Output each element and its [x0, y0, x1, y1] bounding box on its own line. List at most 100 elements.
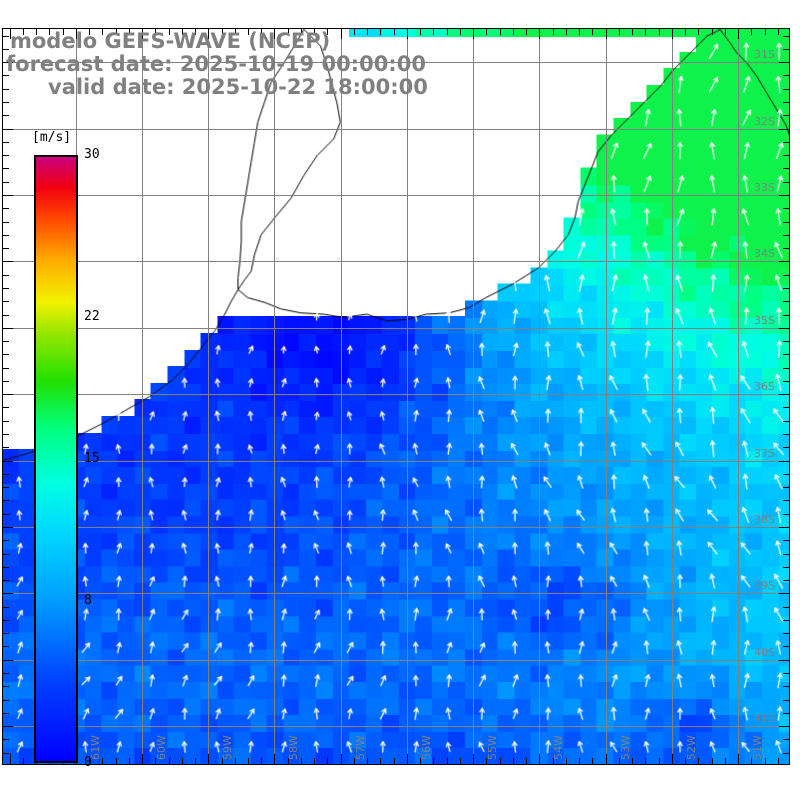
tick-top	[645, 29, 646, 35]
lat-label-35S: 35S	[754, 313, 775, 327]
tick-top	[619, 29, 620, 35]
tick-bottom	[367, 758, 368, 764]
tick-left	[3, 168, 9, 169]
tick-bottom	[407, 754, 408, 764]
map-plot-area[interactable]: 31S 32S 33S 34S 35S 36S 37S 38S 39S 40S 41S 61W 60W 5…	[2, 28, 790, 765]
tick-left	[3, 75, 9, 76]
tick-left	[3, 248, 9, 249]
tick-right	[783, 514, 789, 515]
tick-left	[3, 36, 9, 37]
tick-bottom	[685, 758, 686, 764]
tick-right	[783, 354, 789, 355]
tick-top	[778, 29, 779, 35]
tick-right	[783, 208, 789, 209]
lat-label-40S: 40S	[754, 645, 775, 659]
tick-right	[779, 461, 789, 462]
tick-right	[783, 487, 789, 488]
lon-label-53W: 53W	[618, 735, 632, 760]
tick-bottom	[314, 758, 315, 764]
tick-left	[3, 500, 9, 501]
tick-left	[3, 434, 9, 435]
tick-left	[3, 49, 9, 50]
tick-top	[526, 29, 527, 35]
tick-left	[3, 487, 9, 488]
tick-bottom	[420, 758, 421, 764]
colorbar-tick-0: 0	[84, 755, 92, 770]
tick-left	[3, 713, 9, 714]
tick-bottom	[182, 758, 183, 764]
tick-left	[3, 301, 9, 302]
tick-bottom	[765, 758, 766, 764]
tick-right	[783, 447, 789, 448]
lon-label-52W: 52W	[684, 735, 698, 760]
tick-bottom	[235, 758, 236, 764]
gridline-lat-36S	[3, 394, 789, 395]
tick-right	[783, 248, 789, 249]
tick-left	[3, 514, 9, 515]
lon-label-54W: 54W	[552, 735, 566, 760]
gridline-lat-41S	[3, 726, 789, 727]
tick-right	[783, 341, 789, 342]
tick-bottom	[447, 758, 448, 764]
tick-top	[566, 29, 567, 35]
tick-top	[169, 29, 170, 35]
tick-top	[261, 29, 262, 35]
colorbar-tick-15: 15	[84, 451, 100, 466]
tick-top	[36, 29, 37, 35]
tick-right	[783, 301, 789, 302]
tick-left	[3, 673, 9, 674]
tick-bottom	[327, 758, 328, 764]
colorbar-tick-30: 30	[84, 147, 100, 162]
tick-bottom	[274, 754, 275, 764]
tick-right	[783, 620, 789, 621]
tick-bottom	[632, 758, 633, 764]
colorbar-gradient-fill	[36, 157, 76, 761]
tick-bottom	[155, 758, 156, 764]
tick-bottom	[592, 758, 593, 764]
tick-bottom	[698, 758, 699, 764]
tick-top	[116, 29, 117, 35]
lon-label-58W: 58W	[287, 735, 301, 760]
tick-top	[380, 29, 381, 35]
tick-left	[3, 354, 9, 355]
tick-right	[783, 700, 789, 701]
tick-bottom	[738, 754, 739, 764]
tick-top	[473, 29, 474, 39]
tick-right	[783, 646, 789, 647]
tick-bottom	[195, 758, 196, 764]
tick-bottom	[500, 758, 501, 764]
tick-top	[23, 29, 24, 35]
lat-label-41S: 41S	[754, 712, 775, 726]
tick-top	[327, 29, 328, 35]
tick-right	[783, 102, 789, 103]
tick-bottom	[645, 758, 646, 764]
tick-top	[606, 29, 607, 39]
tick-left	[3, 62, 13, 63]
tick-right	[779, 394, 789, 395]
tick-bottom	[380, 758, 381, 764]
tick-left	[3, 368, 9, 369]
tick-left	[3, 381, 9, 382]
lon-label-60W: 60W	[155, 735, 169, 760]
lon-label-59W: 59W	[221, 735, 235, 760]
lat-label-39S: 39S	[754, 579, 775, 593]
tick-top	[155, 29, 156, 35]
tick-top	[685, 29, 686, 35]
tick-left	[3, 660, 13, 661]
tick-left	[3, 527, 13, 528]
tick-right	[779, 726, 789, 727]
gridline-lat-39S	[3, 593, 789, 594]
tick-left	[3, 447, 9, 448]
tick-top	[659, 29, 660, 35]
tick-top	[433, 29, 434, 35]
tick-bottom	[433, 758, 434, 764]
gridline-lat-33S	[3, 195, 789, 196]
tick-right	[783, 580, 789, 581]
tick-bottom	[23, 758, 24, 764]
tick-left	[3, 407, 9, 408]
tick-left	[3, 235, 9, 236]
lat-label-32S: 32S	[754, 114, 775, 128]
tick-top	[142, 29, 143, 39]
tick-right	[783, 182, 789, 183]
